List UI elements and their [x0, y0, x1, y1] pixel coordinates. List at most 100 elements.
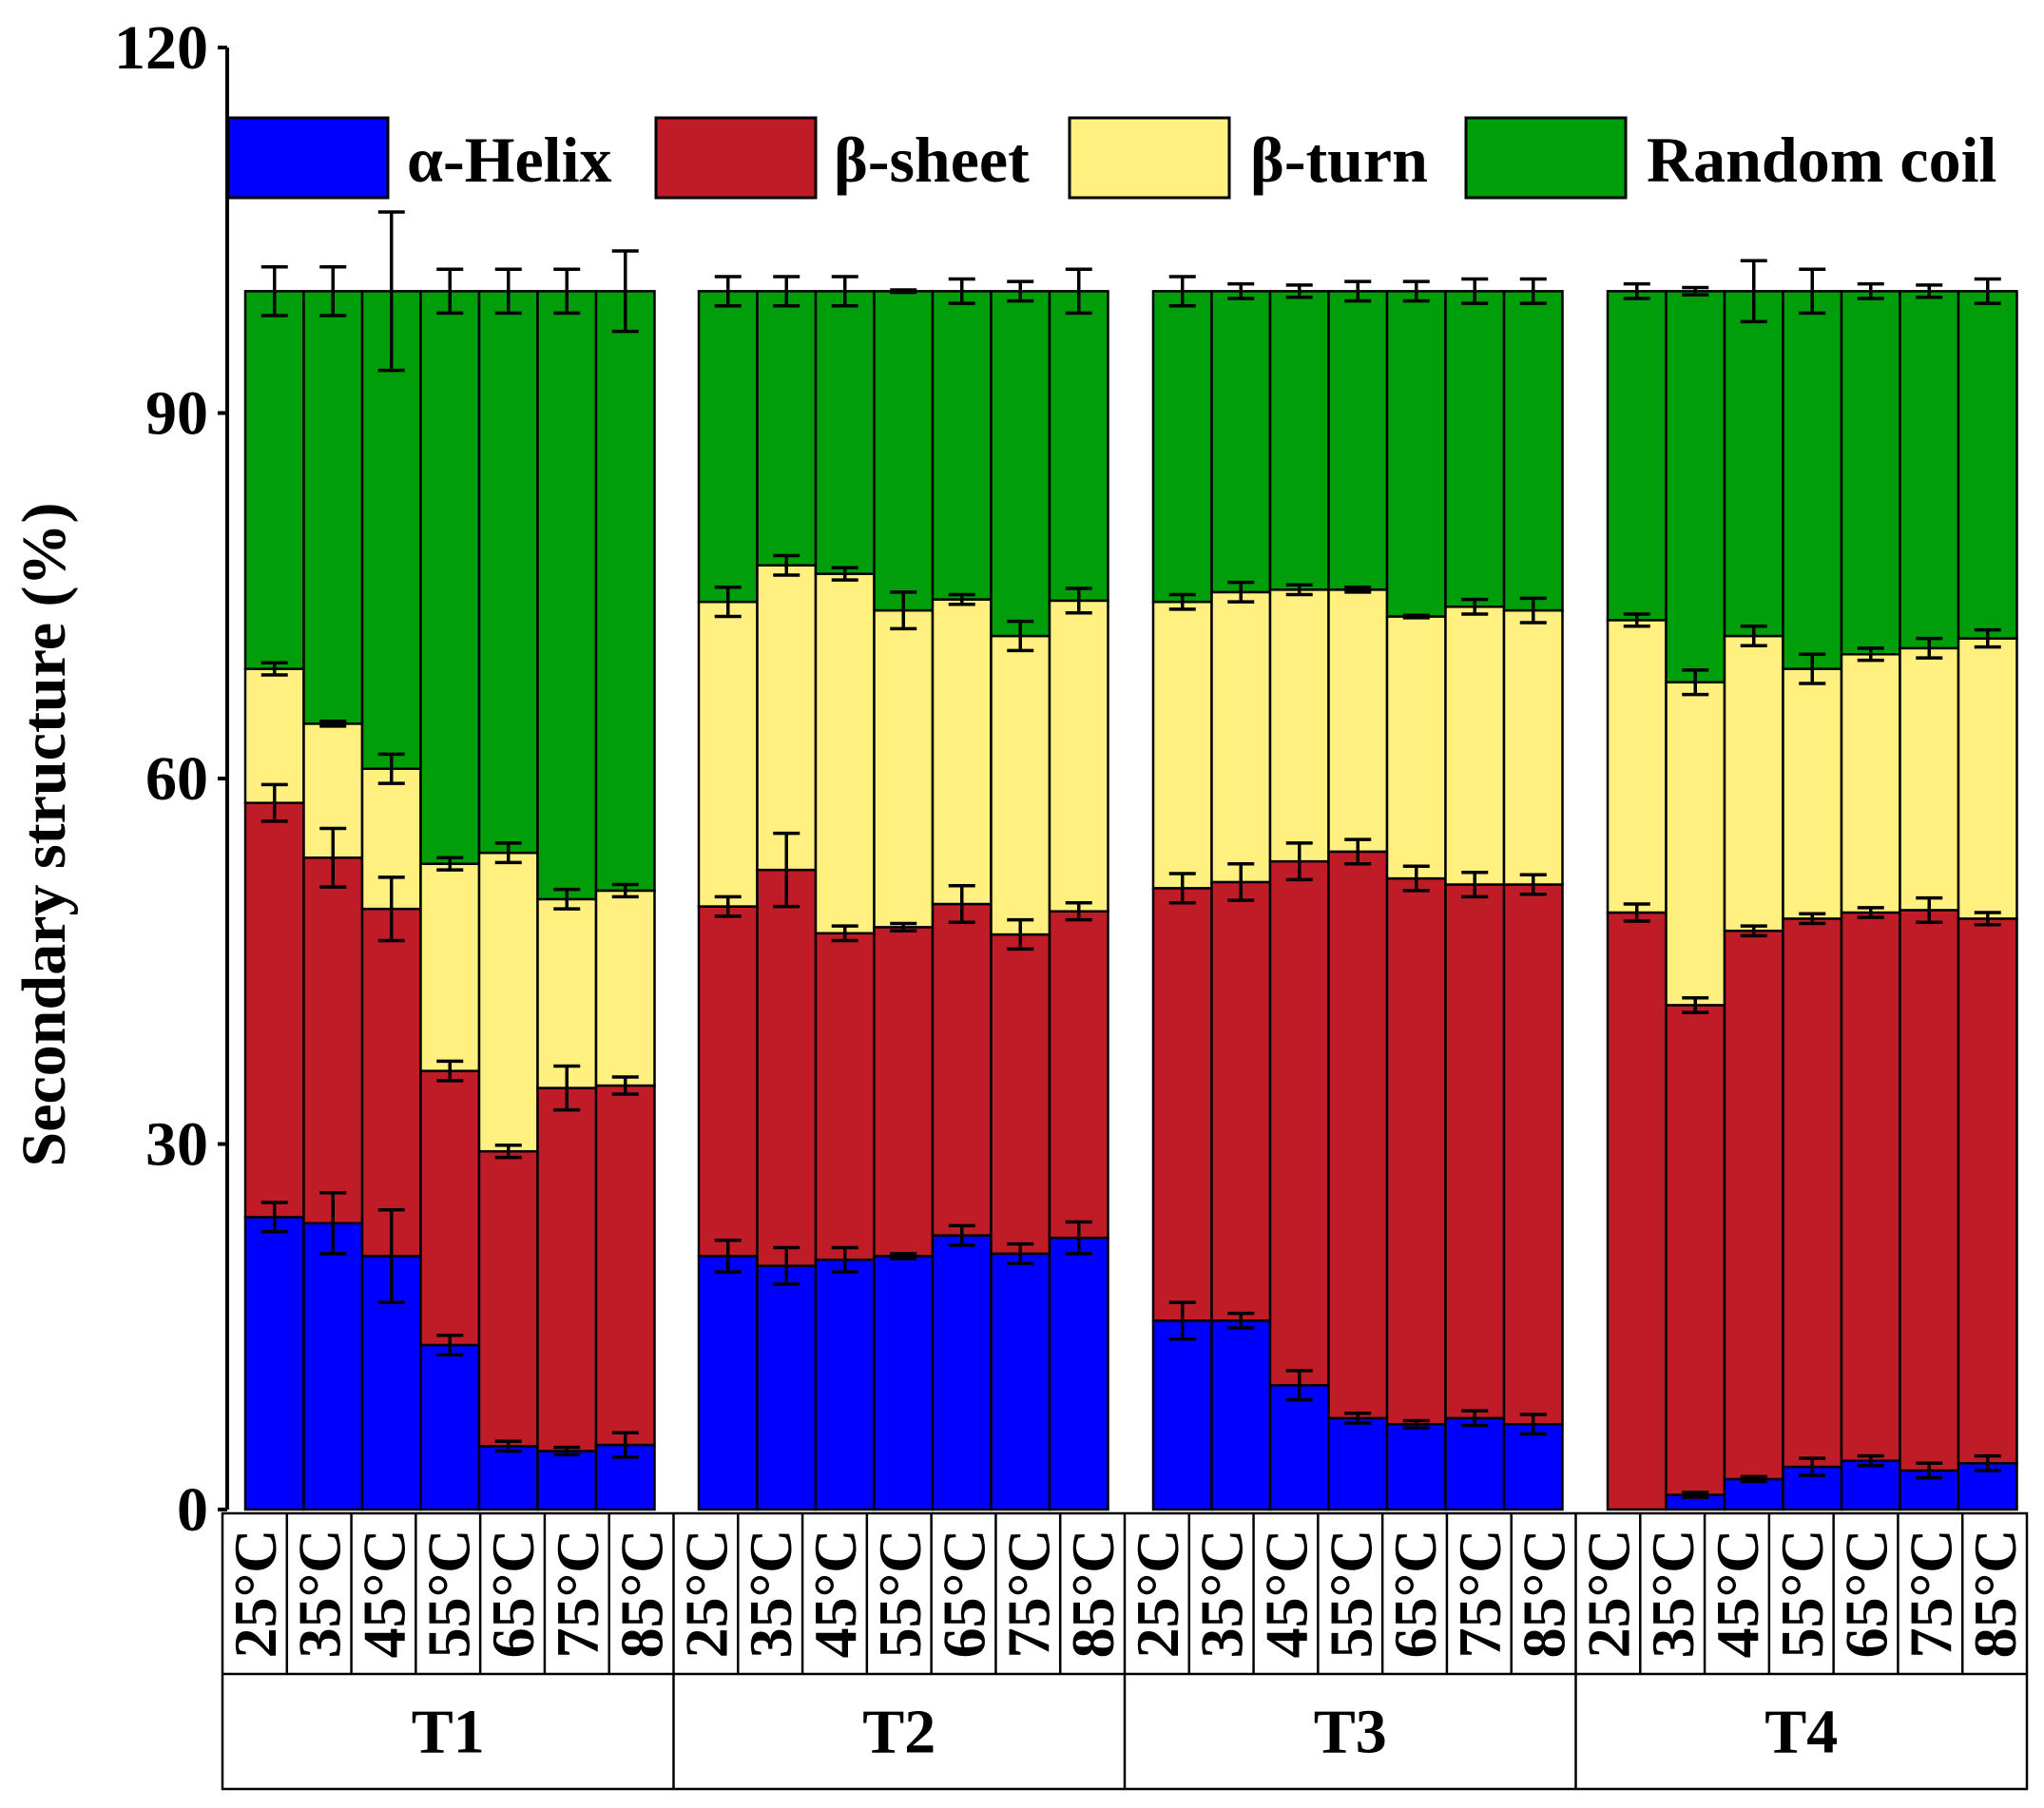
bar-t3-65-c-random-coil — [1385, 290, 1447, 618]
error-bar-t3-55-c-sheet — [1344, 837, 1372, 866]
bar-t1-55-c-sheet — [419, 1069, 481, 1347]
error-bar-t1-35-c-turn — [319, 720, 347, 728]
bar-t2-35-c-sheet — [756, 868, 818, 1267]
error-bar-t1-75-c-random-coil — [553, 267, 581, 316]
error-bar-t3-75-c-turn — [1461, 597, 1489, 616]
category-label-t4-85-c: 85°C — [1961, 1529, 2029, 1659]
bar-t1-75-c-helix — [536, 1450, 598, 1511]
error-bar-t4-25-c-random-coil — [1623, 281, 1650, 300]
error-bar-t1-25-c-random-coil — [260, 264, 288, 317]
category-label-t4-65-c: 65°C — [1833, 1529, 1900, 1659]
error-bar-t4-35-c-helix — [1682, 1491, 1709, 1499]
category-label-t2-85-c: 85°C — [1059, 1529, 1127, 1659]
bar-t2-25-c-random-coil — [697, 290, 759, 604]
bar-t3-75-c-sheet — [1444, 883, 1506, 1420]
bar-t1-65-c-sheet — [477, 1149, 539, 1448]
error-bar-t4-85-c-helix — [1974, 1453, 2001, 1472]
category-label-t3-55-c: 55°C — [1317, 1529, 1384, 1659]
error-bar-t4-35-c-turn — [1682, 668, 1709, 697]
error-bar-t2-85-c-random-coil — [1065, 267, 1092, 316]
error-bar-t1-75-c-helix — [553, 1445, 581, 1457]
bar-t1-75-c-turn — [536, 897, 598, 1089]
error-bar-t3-75-c-random-coil — [1461, 277, 1489, 305]
bar-t1-25-c-turn — [243, 667, 305, 804]
bar-t4-25-c-random-coil — [1606, 290, 1668, 622]
y-tick-label-60: 60 — [145, 744, 208, 814]
bar-t4-65-c-helix — [1840, 1459, 1901, 1511]
bar-t3-55-c-sheet — [1327, 850, 1389, 1420]
error-bar-t1-35-c-helix — [319, 1191, 347, 1256]
y-tick-label-30: 30 — [145, 1110, 208, 1180]
error-bar-t2-55-c-random-coil — [890, 288, 917, 295]
error-bar-t1-75-c-turn — [553, 887, 581, 911]
error-bar-t2-35-c-helix — [773, 1245, 800, 1286]
bar-t2-45-c-helix — [814, 1259, 876, 1511]
category-label-t2-75-c: 75°C — [994, 1529, 1062, 1659]
error-bar-t3-35-c-turn — [1227, 580, 1255, 604]
error-bar-t3-45-c-helix — [1285, 1369, 1313, 1402]
error-bar-t3-65-c-helix — [1402, 1418, 1430, 1430]
error-bar-t3-75-c-helix — [1461, 1409, 1489, 1428]
bar-t2-35-c-random-coil — [756, 290, 818, 567]
bar-t1-65-c-turn — [477, 851, 539, 1153]
error-bar-t3-25-c-helix — [1168, 1300, 1196, 1341]
error-bar-t4-65-c-random-coil — [1857, 281, 1884, 300]
bar-t1-35-c-helix — [302, 1221, 364, 1511]
error-bar-t4-45-c-helix — [1740, 1474, 1767, 1484]
error-bar-t4-65-c-sheet — [1857, 906, 1884, 919]
error-bar-t2-35-c-sheet — [773, 831, 800, 909]
bar-t2-55-c-helix — [873, 1255, 935, 1511]
bar-t3-45-c-turn — [1268, 588, 1330, 863]
error-bar-t4-55-c-sheet — [1799, 912, 1826, 926]
bar-t2-65-c-sheet — [931, 902, 993, 1237]
bar-t1-35-c-random-coil — [302, 290, 364, 725]
bar-t1-45-c-sheet — [360, 907, 422, 1258]
bar-t3-25-c-random-coil — [1151, 290, 1213, 604]
error-bar-t4-75-c-turn — [1916, 636, 1943, 660]
error-bar-t3-85-c-sheet — [1519, 873, 1547, 896]
bar-t2-55-c-random-coil — [873, 290, 935, 612]
error-bar-t2-75-c-helix — [1007, 1241, 1034, 1265]
bar-t1-35-c-sheet — [302, 856, 364, 1225]
bar-t3-45-c-random-coil — [1268, 290, 1330, 591]
error-bar-t3-65-c-random-coil — [1402, 279, 1430, 303]
error-bar-t2-65-c-turn — [948, 592, 975, 606]
bar-t2-35-c-helix — [756, 1264, 818, 1511]
bar-t2-75-c-random-coil — [990, 290, 1051, 638]
error-bar-t1-85-c-helix — [611, 1431, 639, 1459]
error-bar-t3-75-c-sheet — [1461, 870, 1489, 899]
bar-t4-25-c-turn — [1606, 619, 1668, 914]
error-bar-t3-65-c-sheet — [1402, 864, 1430, 893]
error-bar-t1-65-c-turn — [494, 841, 522, 865]
category-label-t3-65-c: 65°C — [1381, 1529, 1449, 1659]
legend-label-helix: α-Helix — [407, 124, 611, 196]
bar-t3-85-c-sheet — [1502, 883, 1564, 1426]
y-axis-label: Secondary structure (%) — [10, 503, 79, 1167]
error-bar-t2-25-c-random-coil — [714, 275, 742, 308]
error-bar-t4-45-c-random-coil — [1740, 259, 1767, 324]
category-label-t3-25-c: 25°C — [1124, 1529, 1191, 1659]
bar-t4-75-c-sheet — [1899, 909, 1960, 1472]
error-bar-t1-85-c-turn — [611, 882, 639, 899]
bar-t4-65-c-random-coil — [1840, 290, 1901, 656]
legend-label-sheet: β-sheet — [834, 124, 1030, 196]
legend-swatch-sheet — [654, 116, 818, 200]
bar-t2-65-c-turn — [931, 598, 993, 906]
category-label-t2-35-c: 35°C — [737, 1529, 804, 1659]
error-bar-t3-25-c-random-coil — [1168, 275, 1196, 308]
error-bar-t2-25-c-sheet — [714, 894, 742, 918]
group-label-t4: T4 — [1764, 1698, 1838, 1767]
bar-t3-85-c-random-coil — [1502, 290, 1564, 612]
bar-t2-85-c-turn — [1048, 599, 1109, 913]
category-label-t1-75-c: 75°C — [544, 1529, 611, 1659]
bar-t2-25-c-turn — [697, 600, 759, 908]
error-bar-t2-25-c-helix — [714, 1239, 742, 1274]
bar-t2-55-c-turn — [873, 608, 935, 929]
bar-t1-55-c-turn — [419, 862, 481, 1072]
error-bar-t2-65-c-sheet — [948, 884, 975, 924]
bar-t1-25-c-helix — [243, 1216, 305, 1511]
bar-t2-85-c-random-coil — [1048, 290, 1109, 603]
y-axis: 0 30 60 90 120 — [114, 13, 229, 1545]
bar-t3-25-c-helix — [1151, 1319, 1213, 1511]
bar-t4-65-c-turn — [1840, 653, 1901, 914]
